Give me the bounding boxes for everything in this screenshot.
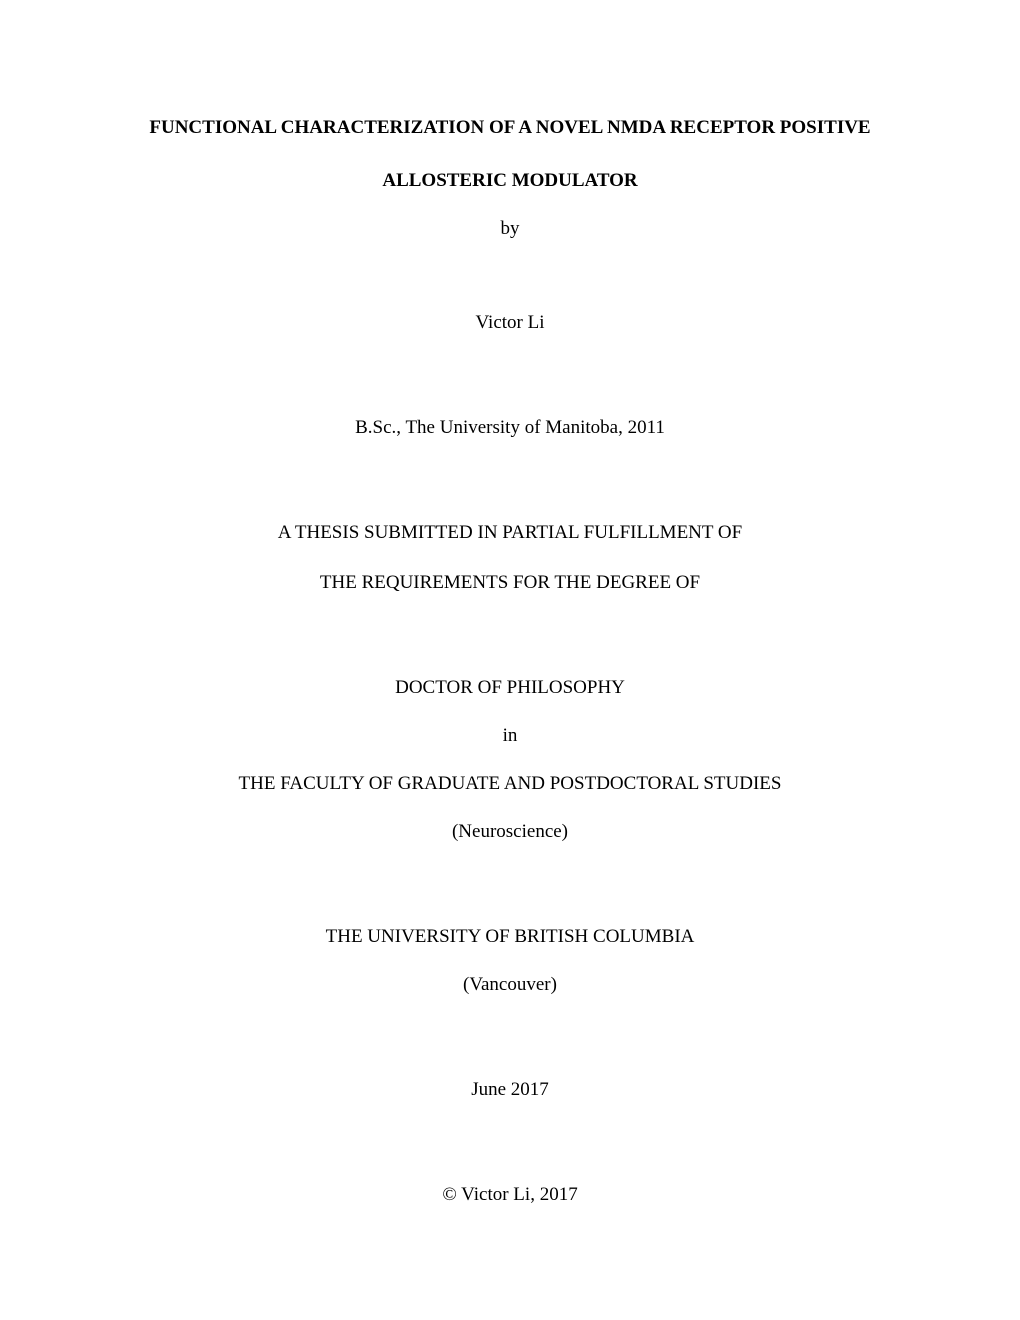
thesis-title-page: FUNCTIONAL CHARACTERIZATION OF A NOVEL N… xyxy=(110,115,910,1206)
program-name: (Neuroscience) xyxy=(110,821,910,843)
author-name: Victor Li xyxy=(110,312,910,334)
by-label: by xyxy=(110,218,910,240)
submitted-line2: THE REQUIREMENTS FOR THE DEGREE OF xyxy=(110,572,910,594)
campus-name: (Vancouver) xyxy=(110,974,910,996)
submission-date: June 2017 xyxy=(110,1079,910,1101)
submitted-line1: A THESIS SUBMITTED IN PARTIAL FULFILLMEN… xyxy=(110,522,910,544)
in-label: in xyxy=(110,725,910,747)
degree-sought: DOCTOR OF PHILOSOPHY xyxy=(110,677,910,699)
prior-degree: B.Sc., The University of Manitoba, 2011 xyxy=(110,417,910,439)
thesis-title-line2: ALLOSTERIC MODULATOR xyxy=(110,170,910,192)
university-name: THE UNIVERSITY OF BRITISH COLUMBIA xyxy=(110,926,910,948)
copyright-notice: © Victor Li, 2017 xyxy=(110,1184,910,1206)
thesis-title-line1: FUNCTIONAL CHARACTERIZATION OF A NOVEL N… xyxy=(110,115,910,142)
faculty-name: THE FACULTY OF GRADUATE AND POSTDOCTORAL… xyxy=(110,773,910,795)
